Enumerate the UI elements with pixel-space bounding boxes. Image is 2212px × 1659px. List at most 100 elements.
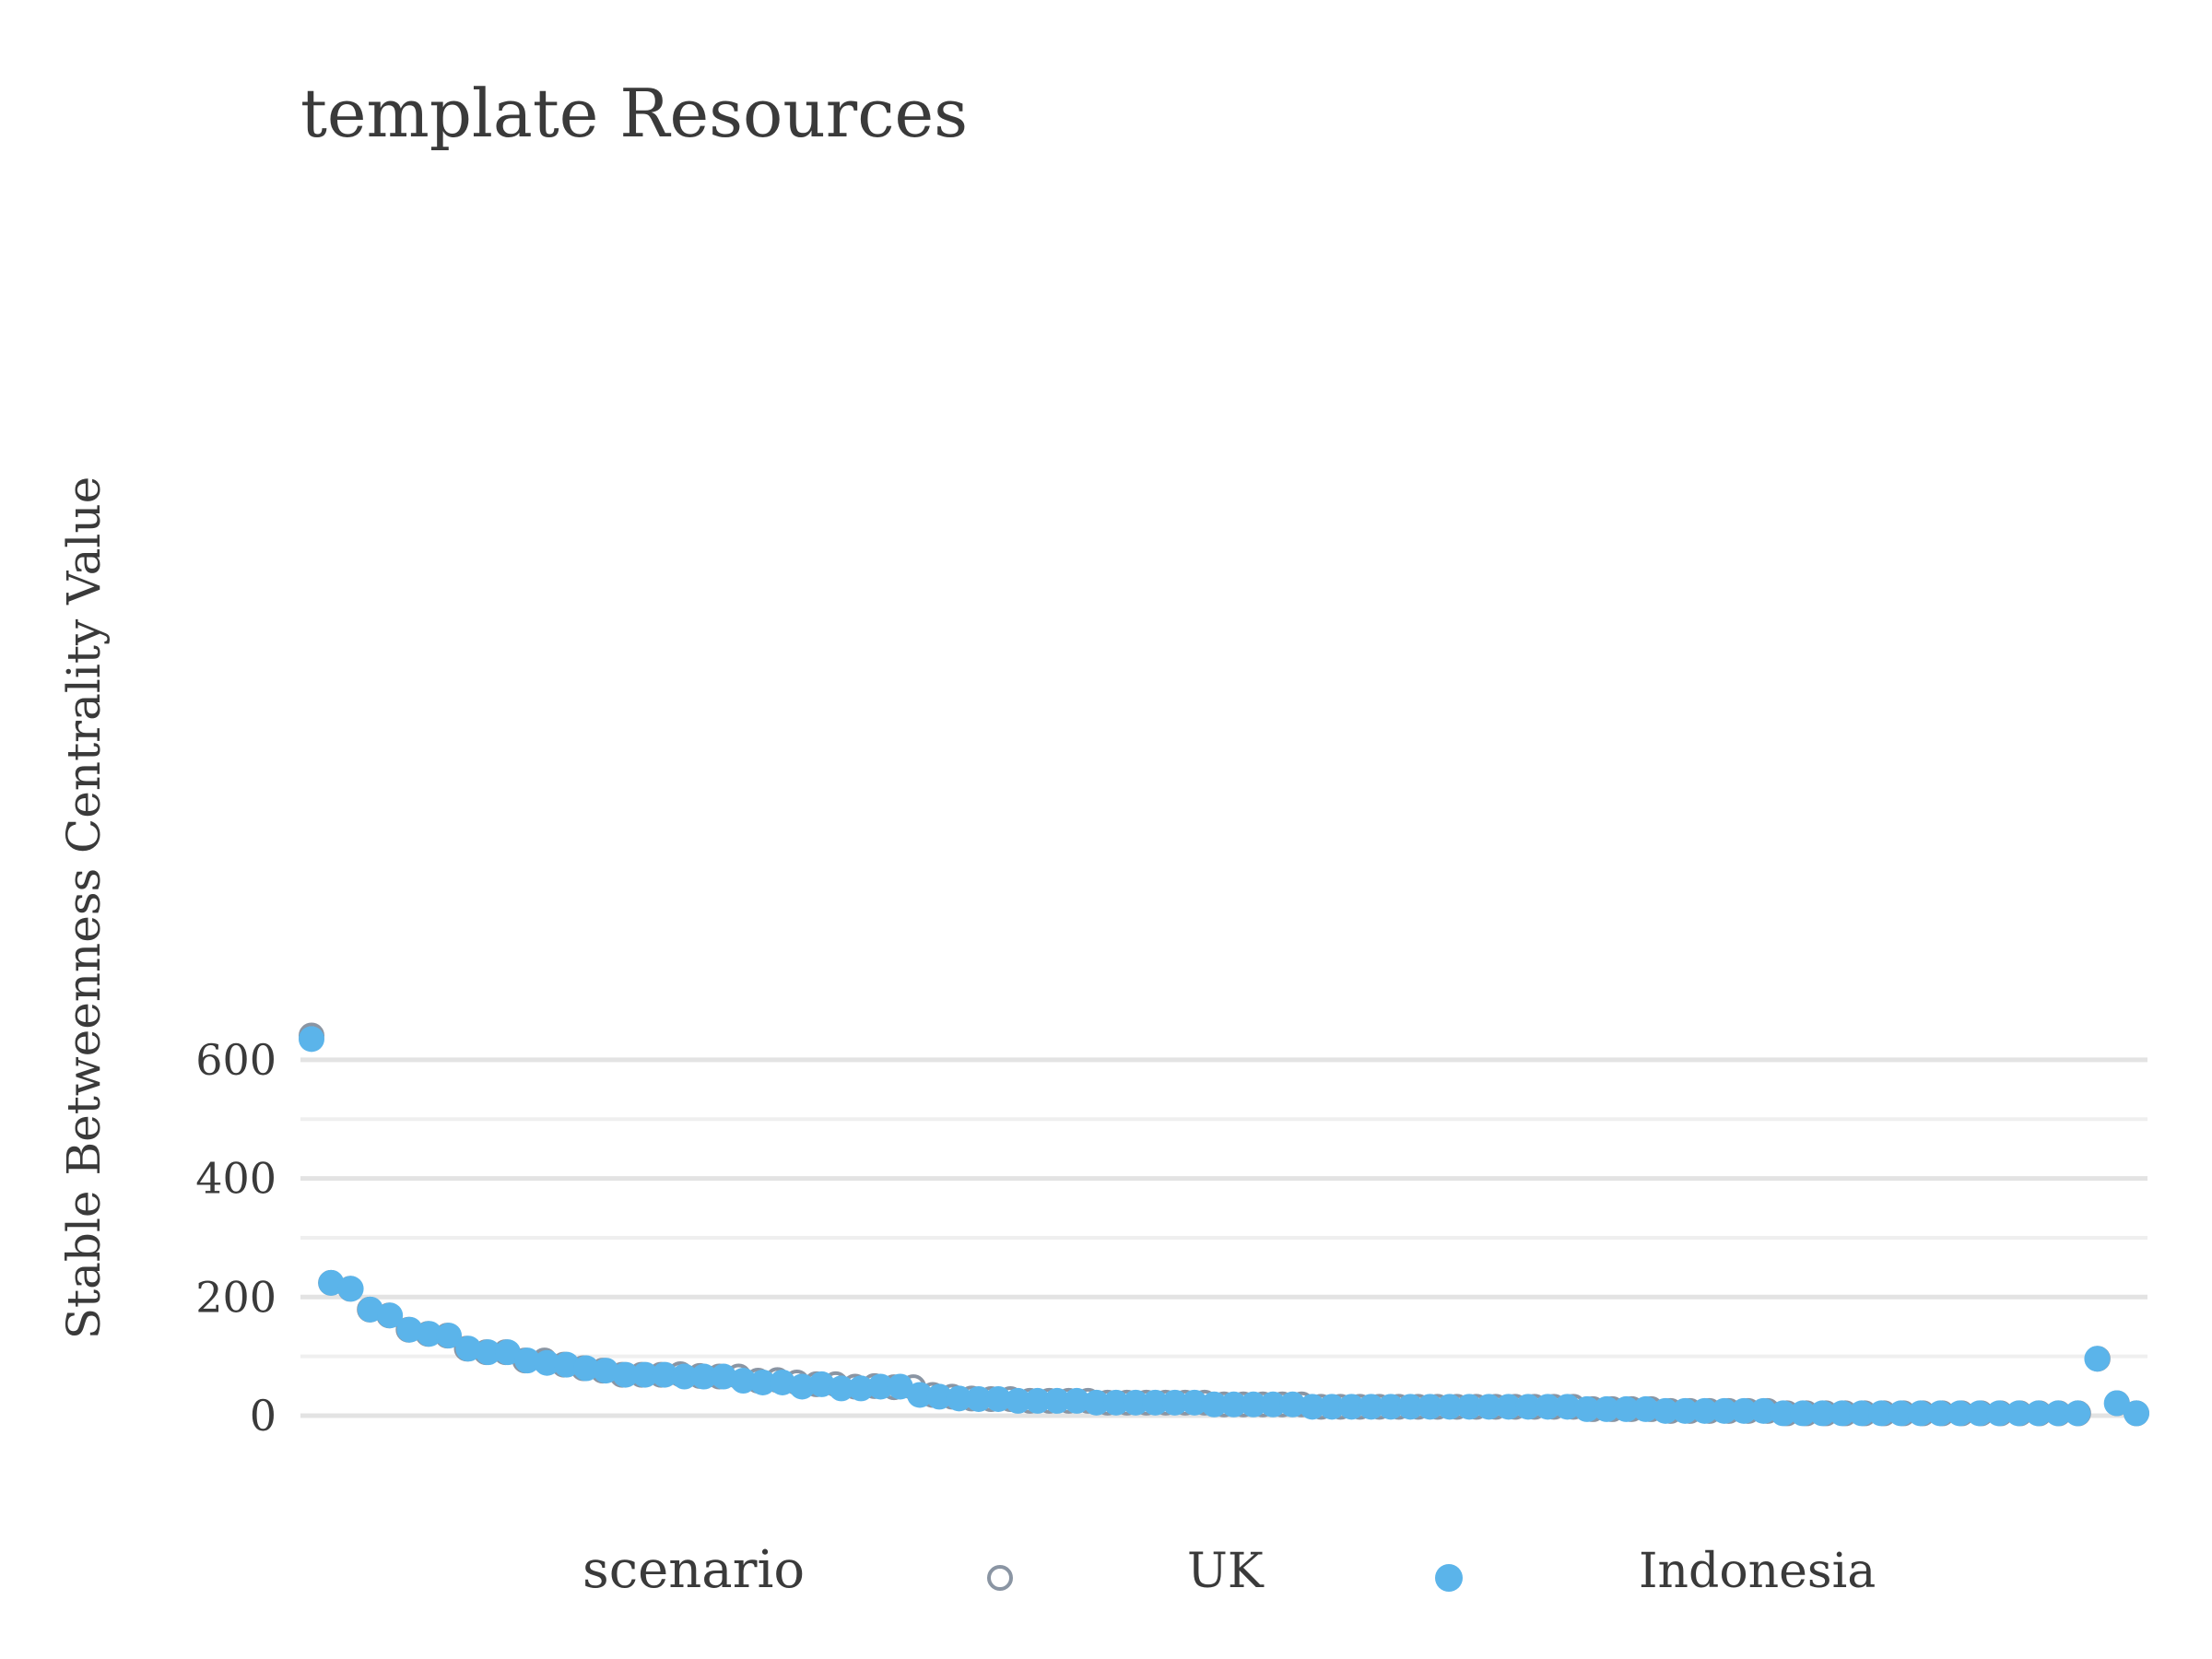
data-point [808, 1371, 835, 1397]
data-point [1358, 1394, 1384, 1420]
data-point [2103, 1390, 2130, 1417]
data-point [475, 1339, 501, 1366]
data-point [1966, 1400, 1993, 1427]
data-point [965, 1385, 992, 1412]
data-point [1279, 1391, 1306, 1418]
data-point [396, 1316, 423, 1343]
data-point [946, 1385, 972, 1412]
data-point [1064, 1387, 1090, 1414]
data-point [652, 1361, 678, 1388]
legend-marker-indonesia [1435, 1564, 1463, 1592]
data-point [534, 1349, 560, 1376]
data-point [769, 1369, 795, 1395]
data-point [867, 1373, 894, 1400]
data-point [1182, 1389, 1208, 1416]
data-point [377, 1302, 404, 1329]
data-point [1573, 1395, 1600, 1422]
data-point [2124, 1400, 2149, 1427]
legend-marker-uk [987, 1565, 1013, 1591]
data-point [357, 1296, 383, 1323]
data-point [1790, 1400, 1817, 1427]
data-point [1299, 1394, 1325, 1420]
data-point [926, 1383, 953, 1410]
data-point [1102, 1389, 1129, 1416]
data-point [1848, 1400, 1875, 1427]
data-point [1338, 1394, 1365, 1420]
legend: scenario UK Indonesia [582, 1540, 1876, 1600]
data-point [573, 1355, 600, 1382]
data-point [1672, 1397, 1699, 1424]
data-point [1535, 1394, 1561, 1420]
chart-title: template Resources [300, 75, 968, 152]
data-point [1240, 1391, 1266, 1418]
data-point [1613, 1395, 1640, 1422]
y-tick-label: 600 [195, 1035, 276, 1085]
data-point [985, 1385, 1012, 1412]
data-point [887, 1373, 913, 1400]
data-point [1554, 1394, 1581, 1420]
data-point [1495, 1394, 1522, 1420]
data-point [1750, 1397, 1777, 1424]
y-tick-labels: 0 200 400 600 [195, 1035, 276, 1441]
data-point [1044, 1387, 1071, 1414]
data-point [2006, 1400, 2032, 1427]
data-point [848, 1375, 875, 1402]
data-point [514, 1347, 541, 1374]
data-point [1397, 1394, 1424, 1420]
y-axis-label: Stable Betweenness Centrality Value [57, 477, 111, 1339]
data-point [631, 1361, 658, 1388]
data-point [2065, 1400, 2091, 1427]
data-point [1770, 1400, 1796, 1427]
data-point [1927, 1400, 1954, 1427]
series-indonesia [299, 1026, 2149, 1427]
data-point [1653, 1397, 1679, 1424]
data-point [1417, 1394, 1443, 1420]
data-point [416, 1321, 442, 1347]
legend-label-indonesia: Indonesia [1639, 1544, 1876, 1599]
y-tick-label: 200 [195, 1272, 276, 1322]
data-point [1594, 1395, 1620, 1422]
data-point [2025, 1400, 2052, 1427]
data-point [1476, 1394, 1502, 1420]
data-point [553, 1351, 580, 1378]
data-point [1731, 1397, 1758, 1424]
data-point [1123, 1389, 1149, 1416]
data-point [1201, 1391, 1228, 1418]
data-point [730, 1368, 757, 1394]
data-point [455, 1335, 482, 1362]
data-point [907, 1382, 933, 1408]
legend-title: scenario [582, 1540, 805, 1600]
data-point [1829, 1400, 1855, 1427]
data-point [1515, 1394, 1541, 1420]
data-point [1436, 1394, 1463, 1420]
data-point [494, 1339, 521, 1366]
data-point [1005, 1387, 1031, 1414]
data-point [436, 1323, 463, 1349]
data-point [1711, 1397, 1737, 1424]
legend-label-uk: UK [1187, 1544, 1265, 1599]
data-point [1632, 1395, 1659, 1422]
data-point [1142, 1389, 1169, 1416]
data-point [2084, 1346, 2111, 1372]
data-point [1691, 1397, 1718, 1424]
data-point [1907, 1400, 1934, 1427]
data-point [1456, 1394, 1483, 1420]
data-point [318, 1269, 345, 1296]
data-point [1024, 1387, 1051, 1414]
y-tick-label: 0 [250, 1391, 276, 1441]
data-point [1377, 1394, 1404, 1420]
data-point [1868, 1400, 1895, 1427]
data-point [1260, 1391, 1287, 1418]
data-point [2044, 1400, 2071, 1427]
data-point [337, 1276, 364, 1302]
data-point [1220, 1391, 1247, 1418]
grid [300, 1057, 2147, 1418]
data-point [690, 1363, 717, 1390]
data-point [1083, 1389, 1110, 1416]
data-point [711, 1363, 737, 1390]
data-point [1161, 1389, 1188, 1416]
data-point [299, 1026, 324, 1053]
y-tick-label: 400 [195, 1154, 276, 1204]
data-point [1809, 1400, 1836, 1427]
